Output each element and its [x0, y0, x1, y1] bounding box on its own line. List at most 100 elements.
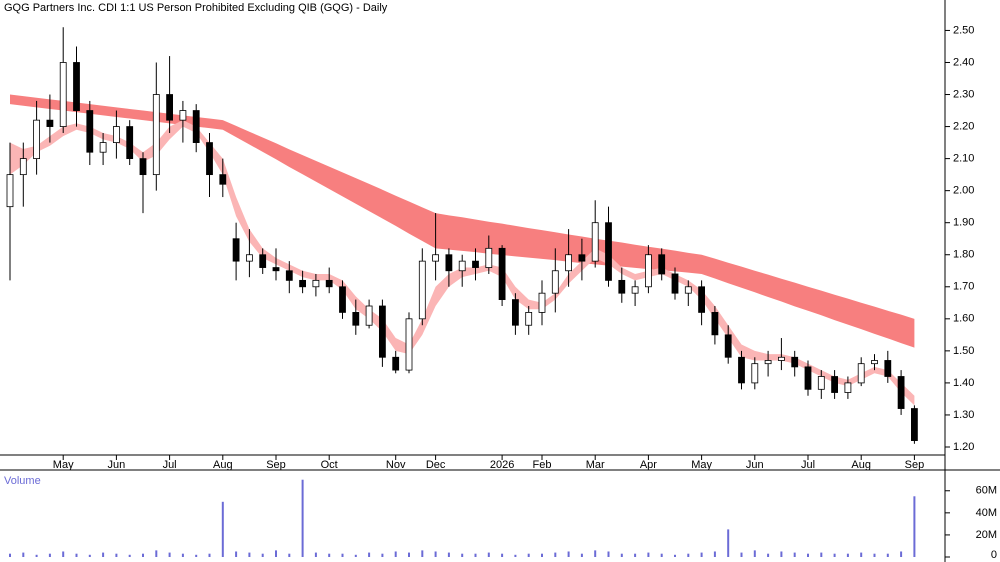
candle-body: [73, 62, 80, 111]
chart-title: GQG Partners Inc. CDI 1:1 US Person Proh…: [4, 2, 388, 14]
volume-bar: [674, 554, 676, 557]
candle-body: [432, 254, 440, 262]
x-tick-label: Aug: [851, 459, 871, 471]
candle-body: [724, 334, 732, 358]
y-tick-label: 20M: [976, 529, 997, 541]
y-tick-label: 2.20: [953, 120, 974, 132]
volume-bar: [833, 553, 836, 557]
y-tick-label: 60M: [976, 485, 997, 497]
x-tick-label: May: [53, 459, 74, 471]
volume-bar: [288, 553, 291, 557]
candle-body: [857, 363, 865, 384]
volume-title: Volume: [4, 475, 41, 487]
candle-body: [911, 408, 918, 441]
volume-bar: [301, 479, 304, 557]
volume-bar: [35, 554, 38, 557]
volume-bar: [860, 552, 863, 557]
candle-body: [658, 254, 666, 275]
candle-body: [418, 260, 426, 320]
candle-body: [113, 126, 120, 143]
volume-bar: [660, 553, 663, 557]
candle-body: [711, 312, 719, 336]
x-tick-label: 2026: [490, 459, 514, 471]
candle-body: [312, 279, 320, 288]
volume-bar: [594, 550, 597, 557]
volume-bar: [647, 552, 650, 557]
candle-body: [219, 174, 227, 185]
volume-bar: [700, 552, 703, 557]
candle-body: [378, 305, 386, 358]
candle-body: [631, 286, 639, 294]
candle-body: [565, 254, 572, 272]
candle-body: [591, 222, 599, 262]
volume-bar: [128, 554, 131, 557]
volume-bar: [527, 553, 530, 557]
volume-bar: [620, 553, 623, 557]
volume-bar: [75, 553, 78, 557]
volume-bar: [753, 550, 756, 557]
candle-body: [139, 158, 147, 176]
x-tick-label: Aug: [213, 459, 233, 471]
volume-bar: [487, 552, 490, 557]
x-tick-label: Feb: [533, 459, 552, 471]
volume-bar: [102, 552, 105, 557]
candle-body: [325, 279, 333, 288]
y-tick-label: 1.50: [953, 345, 974, 357]
candle-body: [99, 142, 107, 153]
volume-bar: [381, 553, 384, 557]
volume-bar: [314, 552, 317, 557]
volume-bar: [408, 552, 410, 557]
volume-bar: [807, 553, 809, 557]
candle-body: [392, 356, 400, 371]
candle-body: [538, 292, 546, 313]
volume-bar: [634, 553, 637, 557]
volume-bar: [713, 551, 716, 557]
volume-bar: [208, 553, 211, 557]
candle-body: [578, 254, 586, 262]
volume-bar: [22, 552, 25, 557]
candle-body: [791, 356, 799, 368]
volume-bar: [767, 553, 770, 557]
volume-bar: [275, 550, 277, 557]
candle-body: [285, 270, 293, 281]
volume-bar: [235, 551, 238, 557]
volume-bar: [328, 553, 331, 557]
volume-bar: [421, 550, 424, 557]
candle-body: [751, 363, 759, 384]
volume-bar: [155, 550, 158, 557]
candle-body: [512, 299, 519, 326]
candle-body: [844, 382, 852, 393]
volume-bar: [474, 553, 477, 557]
x-tick-label: Mar: [586, 459, 605, 471]
candle-body: [738, 356, 745, 384]
candle-body: [232, 238, 240, 262]
candle-body: [698, 286, 705, 313]
candle-body: [272, 267, 280, 272]
y-tick-label: 1.30: [953, 409, 974, 421]
y-tick-label: 1.40: [953, 377, 974, 389]
x-tick-label: Sep: [905, 459, 925, 471]
volume-bar: [793, 552, 796, 557]
y-tick-label: 2.40: [953, 56, 974, 68]
candle-body: [551, 270, 559, 294]
candle-body: [525, 312, 533, 326]
volume-bar: [461, 553, 464, 557]
y-tick-label: 2.10: [953, 153, 974, 165]
candle-body: [884, 360, 892, 377]
ribbon: [10, 94, 915, 348]
candle-body: [605, 222, 612, 281]
y-tick-label: 2.00: [953, 185, 974, 197]
volume-bar: [607, 551, 610, 557]
volume-bar: [341, 553, 344, 557]
volume-bar: [221, 501, 224, 557]
candle-body: [405, 318, 413, 371]
candle-body: [352, 312, 360, 326]
candle-body: [152, 94, 160, 176]
candle-body: [365, 305, 373, 326]
x-tick-label: Jun: [108, 459, 126, 471]
candle-body: [19, 158, 27, 176]
candle-body: [86, 110, 94, 153]
candle-body: [59, 62, 67, 127]
volume-bar: [727, 529, 730, 557]
